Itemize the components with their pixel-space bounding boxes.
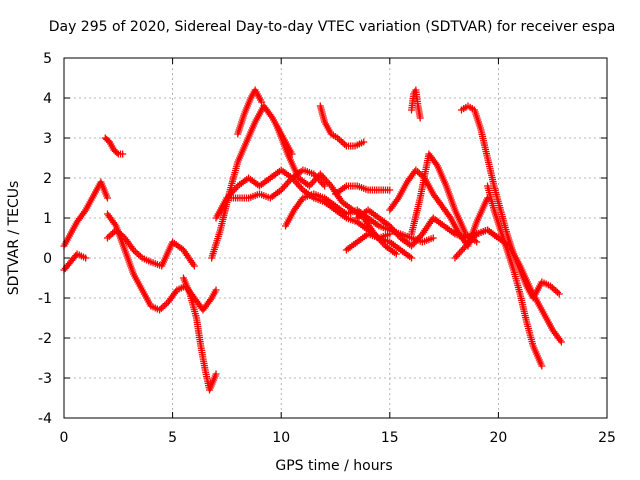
data-point [133, 249, 141, 257]
y-tick-label: 1 [43, 211, 52, 227]
y-tick-label: -4 [38, 411, 52, 427]
data-point [552, 287, 560, 295]
data-point [339, 139, 347, 147]
data-point [341, 140, 349, 148]
data-point [553, 288, 561, 296]
data-point [212, 286, 220, 294]
data-point [429, 234, 437, 242]
data-point [82, 254, 90, 262]
data-point [105, 232, 113, 240]
x-tick-label: 0 [60, 430, 69, 446]
series-arc-2 [60, 250, 90, 274]
series-arc-13 [316, 102, 368, 150]
data-point [392, 250, 400, 258]
data-point [119, 150, 127, 158]
y-tick-label: 3 [43, 131, 52, 147]
series-arc-3 [101, 134, 127, 158]
series-arc-19 [408, 150, 481, 246]
data-point [103, 194, 111, 202]
series-arc-9 [223, 166, 394, 242]
data-point [285, 177, 293, 185]
series-arc-17 [386, 166, 492, 250]
plot-frame [63, 57, 608, 419]
series-arc-15 [342, 230, 416, 262]
y-tick-label: -1 [38, 291, 52, 307]
data-point [324, 179, 332, 187]
x-tick-label: 25 [598, 430, 616, 446]
series-arc-8 [234, 86, 266, 138]
data-point [161, 301, 169, 309]
series-arc-12 [282, 190, 437, 246]
data-point [107, 231, 115, 239]
x-tick-label: 20 [489, 430, 507, 446]
data-point [557, 338, 565, 346]
x-tick-label: 5 [168, 430, 177, 446]
data-point [307, 180, 315, 188]
data-point [337, 137, 345, 145]
series-arc-18 [408, 86, 424, 122]
x-tick-label: 10 [272, 430, 290, 446]
data-point [282, 181, 290, 189]
data-point [459, 245, 467, 253]
series-arc-5 [103, 226, 198, 270]
data-point [109, 229, 117, 237]
y-axis-label: SDTVAR / TECUs [6, 181, 22, 296]
data-point [280, 183, 288, 191]
series-arc-6 [179, 274, 220, 394]
series-arc-10 [212, 166, 329, 222]
x-tick-label: 15 [381, 430, 399, 446]
data-point [157, 304, 165, 312]
data-point [360, 138, 368, 146]
data-point [538, 362, 546, 370]
series-arc-21 [484, 182, 546, 370]
data-point [212, 370, 220, 378]
chart-title: Day 295 of 2020, Sidereal Day-to-day VTE… [49, 19, 616, 35]
series-arc-22 [451, 226, 565, 346]
y-tick-label: -3 [38, 371, 52, 387]
y-tick-label: 4 [43, 91, 52, 107]
y-tick-label: 0 [43, 251, 52, 267]
data-point [135, 251, 143, 259]
series-arc-14 [332, 182, 394, 198]
data-points [60, 86, 565, 394]
y-tick-label: 5 [43, 51, 52, 67]
data-point [453, 252, 461, 260]
data-point [555, 290, 563, 298]
y-tick-label: -2 [38, 331, 52, 347]
y-tick-label: 2 [43, 171, 52, 187]
data-point [258, 98, 266, 106]
data-point [456, 249, 464, 257]
data-point [283, 179, 291, 187]
data-point [473, 238, 481, 246]
series-arc-7 [208, 102, 296, 262]
data-point [416, 114, 424, 122]
x-axis-label: GPS time / hours [275, 458, 392, 474]
data-point [454, 251, 462, 259]
data-point [457, 247, 465, 255]
data-point [550, 285, 558, 293]
data-point [451, 254, 459, 262]
data-point [190, 262, 198, 270]
grid-lines [64, 58, 607, 418]
data-point [321, 182, 329, 190]
tick-labels: 0 5 10 15 20 25 -4 -3 -2 -1 0 1 2 3 4 5 [38, 51, 616, 446]
axis-ticks [63, 57, 608, 419]
data-point [113, 149, 121, 157]
series-arc-1 [60, 178, 111, 250]
data-point [386, 186, 394, 194]
data-point [103, 234, 111, 242]
series-arc-4 [103, 210, 220, 314]
series-arc-20 [457, 102, 563, 302]
data-point [408, 254, 416, 262]
